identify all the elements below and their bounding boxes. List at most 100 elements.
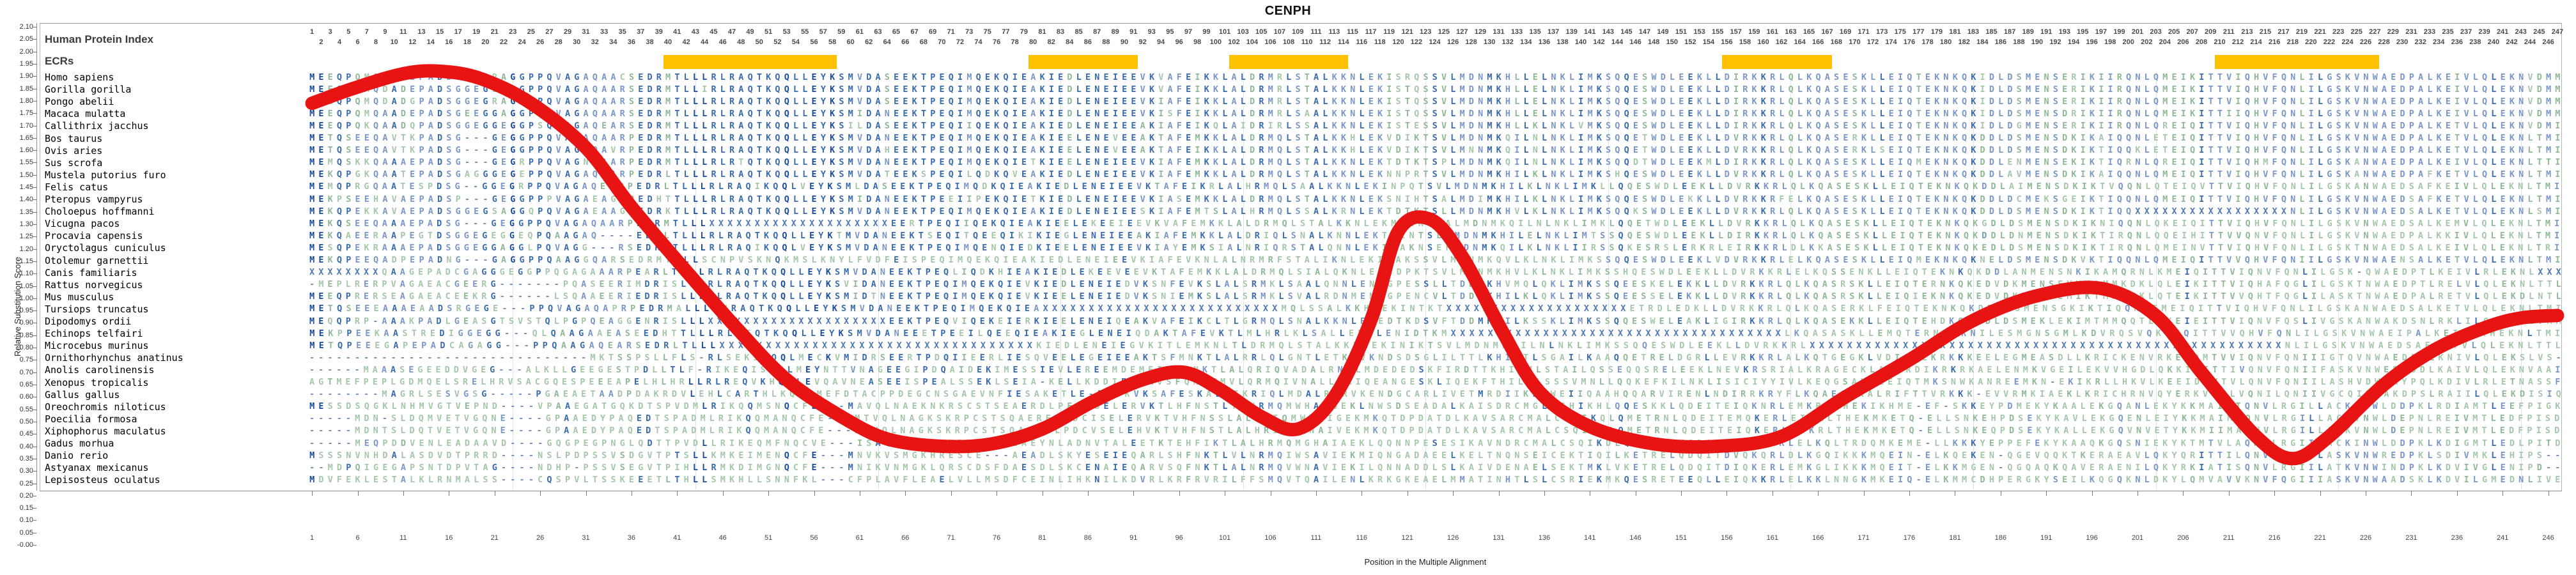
x-tick-mark	[1179, 491, 1180, 496]
column-number: 64	[883, 38, 891, 46]
column-number: 141	[1584, 28, 1596, 36]
column-number: 83	[1056, 28, 1065, 36]
y-tick-label: 1.60	[19, 146, 33, 155]
column-number: 126	[1447, 38, 1459, 46]
column-number: 116	[1356, 38, 1368, 46]
column-number: 157	[1730, 28, 1742, 36]
column-number: 85	[1075, 28, 1083, 36]
y-tick-label: 0.40	[19, 442, 33, 450]
y-tick-mark	[33, 545, 36, 546]
y-tick-label: 0.50	[19, 417, 33, 425]
x-tick-label: 51	[764, 534, 773, 542]
column-number: 8	[374, 38, 378, 46]
ecr-region	[1722, 55, 1832, 69]
human-protein-index-label: Human Protein Index	[45, 33, 154, 45]
column-number: 190	[2031, 38, 2044, 46]
x-tick-mark	[2456, 491, 2458, 496]
column-number: 148	[1648, 38, 1660, 46]
y-tick-label: 0.70	[19, 368, 33, 376]
column-number: 45	[710, 28, 718, 36]
ecr-region	[1028, 55, 1138, 69]
column-number: 44	[701, 38, 709, 46]
column-number: 65	[892, 28, 901, 36]
column-number: 147	[1638, 28, 1651, 36]
y-tick-mark	[33, 137, 36, 139]
column-number: 149	[1657, 28, 1669, 36]
x-tick-label: 181	[1949, 534, 1961, 542]
column-number: 30	[573, 38, 581, 46]
column-number: 62	[865, 38, 873, 46]
x-tick-label: 11	[400, 534, 407, 542]
column-number: 225	[2350, 28, 2363, 36]
species-name: Bos taurus	[45, 132, 103, 144]
column-number: 170	[1849, 38, 1861, 46]
column-number: 46	[718, 38, 727, 46]
column-number: 125	[1438, 28, 1450, 36]
column-number: 182	[1958, 38, 1970, 46]
column-number: 68	[919, 38, 928, 46]
column-number: 63	[874, 28, 882, 36]
x-tick-mark	[2320, 491, 2321, 496]
column-number: 37	[637, 28, 645, 36]
species-name: Pteropus vampyrus	[45, 194, 143, 205]
y-tick-mark	[33, 236, 36, 238]
column-number: 221	[2314, 28, 2326, 36]
x-tick-mark	[1681, 491, 1682, 496]
column-number: 238	[2469, 38, 2481, 46]
x-tick-mark	[586, 491, 587, 496]
y-tick-mark	[33, 199, 36, 201]
column-number: 106	[1264, 38, 1276, 46]
x-tick-label: 161	[1766, 534, 1778, 542]
y-tick-mark	[33, 372, 36, 373]
column-number: 84	[1066, 38, 1074, 46]
x-tick-mark	[814, 491, 815, 496]
column-number: 89	[1111, 28, 1119, 36]
column-number: 193	[2058, 28, 2070, 36]
column-number: 139	[1565, 28, 1578, 36]
column-number: 205	[2168, 28, 2180, 36]
column-number: 117	[1365, 28, 1377, 36]
y-tick-mark	[33, 63, 36, 65]
y-tick-mark	[33, 298, 36, 299]
species-name: Anolis carolinensis	[45, 364, 155, 376]
x-tick-mark	[905, 491, 906, 496]
y-tick-mark	[33, 211, 36, 213]
column-number: 134	[1520, 38, 1532, 46]
y-tick-label: 1.90	[19, 72, 33, 80]
species-name: Canis familiaris	[45, 266, 137, 279]
column-number: 176	[1903, 38, 1916, 46]
column-number: 88	[1102, 38, 1110, 46]
y-tick-mark	[33, 187, 36, 188]
x-tick-label: 201	[2131, 534, 2144, 542]
x-tick-label: 116	[1356, 534, 1368, 542]
column-number: 168	[1830, 38, 1842, 46]
column-number: 191	[2040, 28, 2052, 36]
species-name: Tursiops truncatus	[45, 303, 149, 315]
column-number: 192	[2049, 38, 2061, 46]
y-tick-label: 0.30	[19, 467, 33, 475]
species-name: Gorilla gorilla	[45, 84, 132, 96]
y-tick-mark	[33, 113, 36, 114]
species-name: Vicugna pacos	[45, 218, 120, 230]
y-tick-label: 1.40	[19, 195, 33, 204]
column-number: 81	[1038, 28, 1046, 36]
column-number: 17	[454, 28, 462, 36]
column-number: 242	[2506, 38, 2518, 46]
column-number: 211	[2223, 28, 2235, 36]
species-name: Callithrix jacchus	[45, 120, 149, 132]
x-tick-mark	[1863, 491, 1865, 496]
y-tick-mark	[33, 224, 36, 225]
column-number: 160	[1757, 38, 1769, 46]
column-number: 167	[1821, 28, 1833, 36]
column-number: 187	[2003, 28, 2016, 36]
